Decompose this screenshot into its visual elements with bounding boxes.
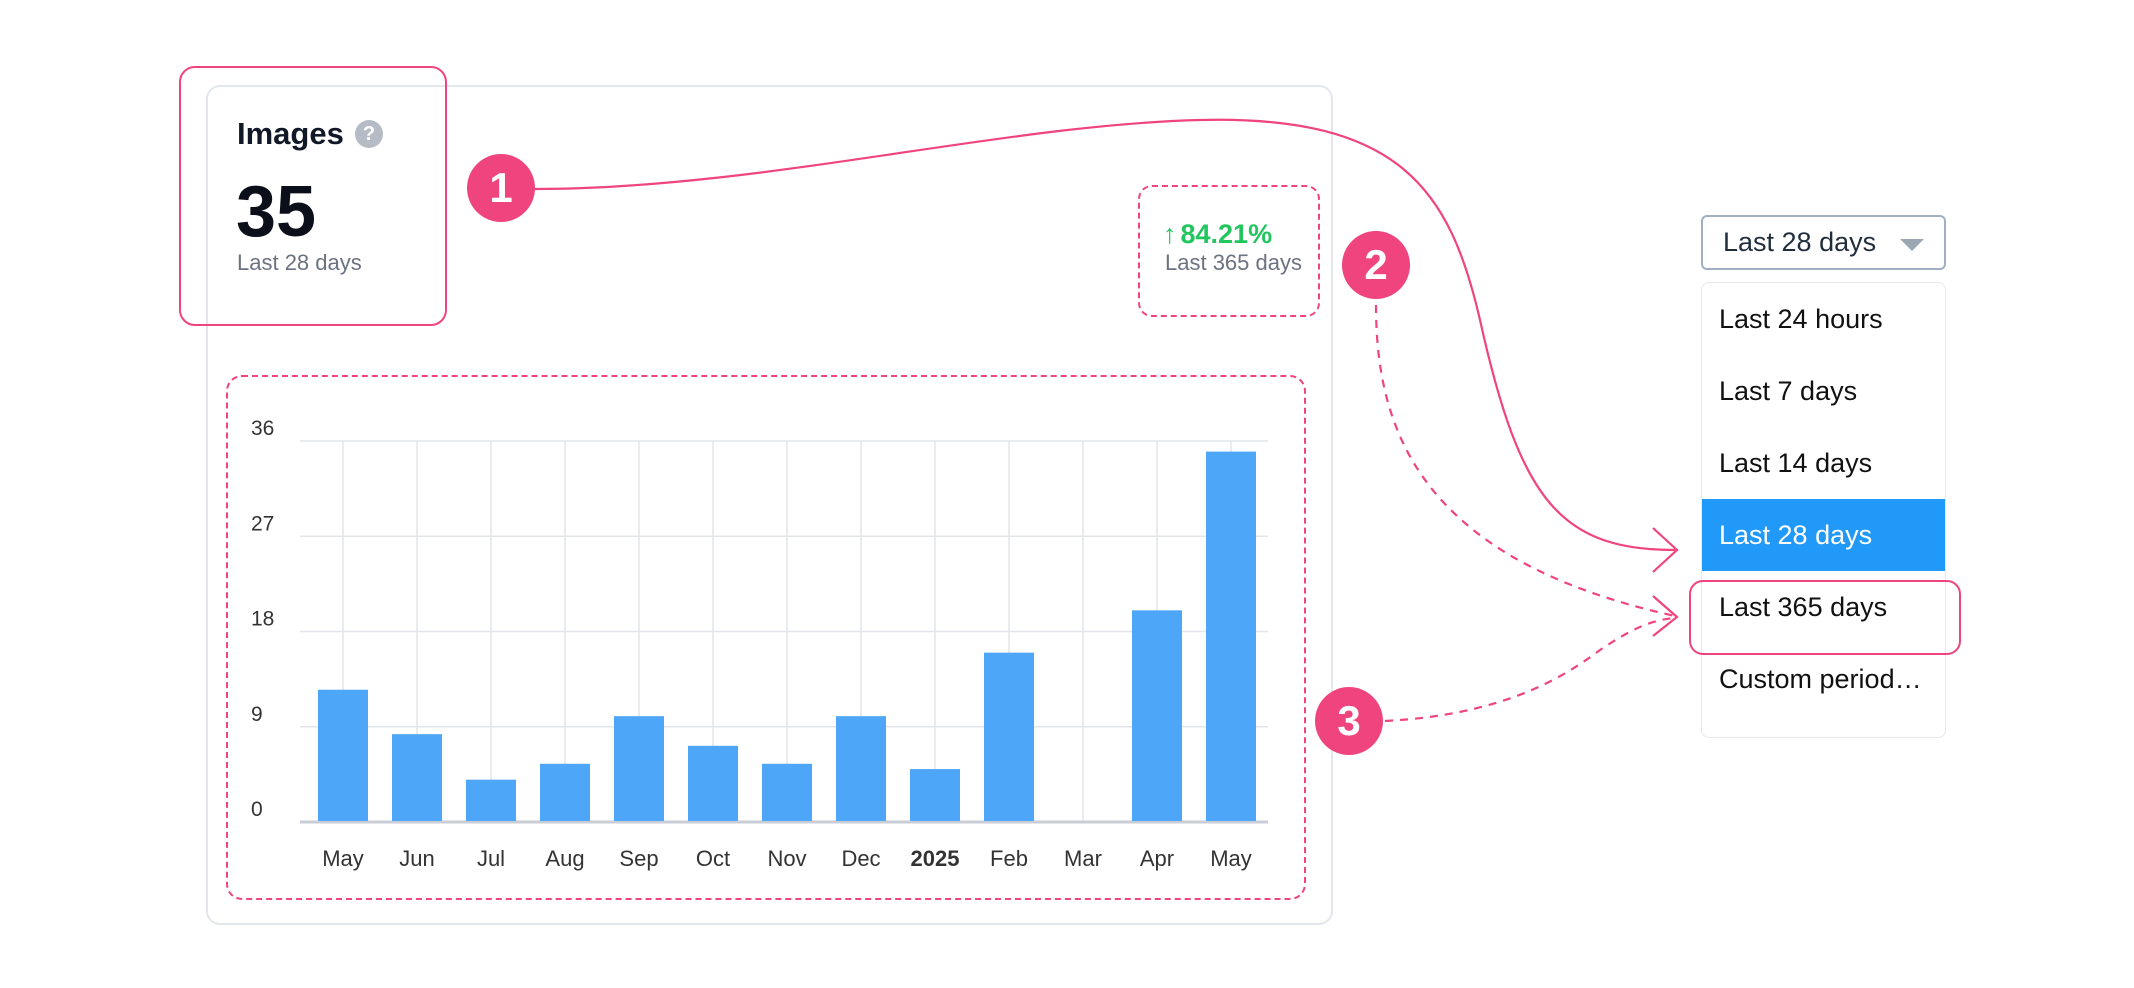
menu-item-last-7-days[interactable]: Last 7 days xyxy=(1719,376,1858,406)
metric-value: 35 xyxy=(236,172,317,252)
bar xyxy=(836,716,886,821)
y-tick-label: 0 xyxy=(251,798,263,821)
bar xyxy=(318,689,368,821)
y-tick-label: 27 xyxy=(251,512,274,535)
bar xyxy=(984,652,1034,821)
bar xyxy=(910,769,960,821)
period-select-value: Last 28 days xyxy=(1723,227,1877,257)
bar xyxy=(1132,610,1182,821)
y-tick-label: 36 xyxy=(251,417,274,440)
menu-item-last-24-hours[interactable]: Last 24 hours xyxy=(1719,304,1883,334)
annotation-badge-3: 3 xyxy=(1315,687,1383,755)
x-tick-label: Dec xyxy=(841,846,880,871)
menu-item-custom-period[interactable]: Custom period… xyxy=(1719,664,1922,694)
bar xyxy=(392,734,442,821)
bar xyxy=(688,745,738,821)
bar xyxy=(614,716,664,821)
x-tick-label: Mar xyxy=(1064,846,1102,871)
annotation-box-menu-item xyxy=(1689,580,1961,655)
x-tick-label: 2025 xyxy=(911,846,960,871)
menu-item-last-14-days[interactable]: Last 14 days xyxy=(1719,448,1873,478)
x-tick-label: Apr xyxy=(1140,846,1174,871)
menu-item-last-365-days[interactable]: Last 365 days xyxy=(1719,592,1888,622)
annotation-box-metric xyxy=(179,66,447,326)
y-tick-label: 18 xyxy=(251,608,274,631)
x-tick-label: May xyxy=(1210,846,1252,871)
y-tick-label: 9 xyxy=(251,703,263,726)
card-title: Images xyxy=(237,116,344,151)
bar xyxy=(466,779,516,821)
bar xyxy=(540,763,590,821)
annotation-badge-2: 2 xyxy=(1342,231,1410,299)
annotation-box-chart xyxy=(226,375,1306,900)
period-menu: Last 24 hours Last 7 days Last 14 days L… xyxy=(1701,282,1946,738)
annotation-connector-3 xyxy=(1384,616,1676,723)
bar xyxy=(762,763,812,821)
x-tick-label: May xyxy=(322,846,364,871)
menu-item-last-28-days[interactable]: Last 28 days xyxy=(1702,499,1945,571)
arrowhead-1 xyxy=(1652,527,1679,573)
arrowhead-2 xyxy=(1652,595,1679,637)
annotation-connector-2 xyxy=(1374,304,1676,618)
x-tick-label: Feb xyxy=(990,846,1028,871)
x-tick-label: Nov xyxy=(767,846,806,871)
x-tick-label: Oct xyxy=(696,846,730,871)
question-circle-icon[interactable]: ? xyxy=(355,120,383,148)
annotation-box-trend xyxy=(1138,185,1320,317)
x-tick-label: Jun xyxy=(399,846,434,871)
chevron-down-icon xyxy=(1900,239,1924,251)
annotation-badge-1: 1 xyxy=(467,154,535,222)
x-tick-label: Aug xyxy=(545,846,584,871)
period-select[interactable]: Last 28 days xyxy=(1701,215,1946,270)
x-tick-label: Sep xyxy=(619,846,658,871)
metric-period-label: Last 28 days xyxy=(237,250,362,275)
x-tick-label: Jul xyxy=(477,846,505,871)
